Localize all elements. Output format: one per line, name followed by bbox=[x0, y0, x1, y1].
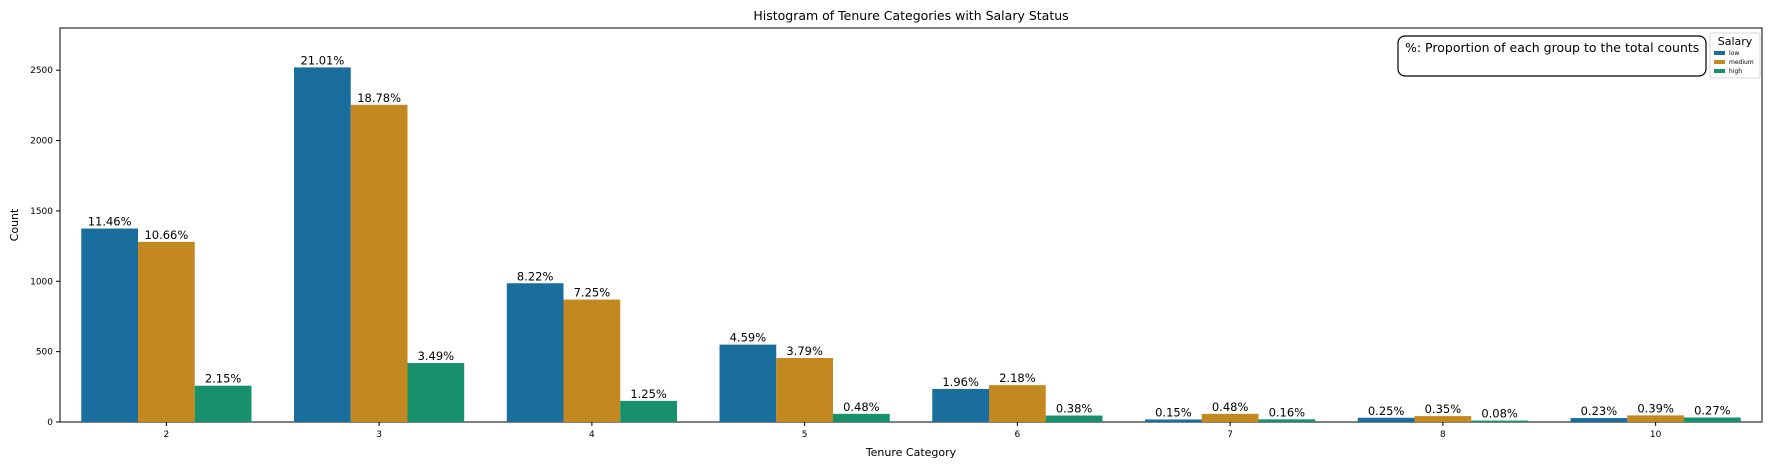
bar-low bbox=[506, 283, 564, 422]
bar-label: 1.25% bbox=[630, 387, 667, 401]
legend-frame bbox=[1709, 32, 1761, 79]
bar-label: 0.48% bbox=[1212, 400, 1249, 414]
bar-high bbox=[407, 363, 465, 422]
bars bbox=[81, 67, 1741, 423]
bar-medium bbox=[989, 385, 1046, 422]
bar-label: 8.22% bbox=[517, 269, 554, 283]
x-tick-label: 10 bbox=[1650, 430, 1662, 440]
bar-label: 11.46% bbox=[88, 215, 132, 229]
bar-label: 18.78% bbox=[357, 91, 401, 105]
legend: Salary low medium high bbox=[1709, 32, 1761, 79]
y-tick-label: 500 bbox=[36, 348, 53, 358]
bar-medium bbox=[1414, 416, 1472, 422]
bar-label: 0.48% bbox=[843, 400, 880, 414]
chart-title: Histogram of Tenure Categories with Sala… bbox=[753, 8, 1068, 23]
legend-swatch-high bbox=[1714, 69, 1725, 73]
bar-low bbox=[719, 344, 777, 422]
bar-label: 0.08% bbox=[1481, 407, 1518, 421]
x-tick-label: 4 bbox=[589, 430, 595, 440]
x-tick-label: 8 bbox=[1440, 430, 1446, 440]
bar-low bbox=[1570, 418, 1628, 422]
bar-high bbox=[194, 385, 252, 422]
legend-label-medium: medium bbox=[1729, 59, 1754, 66]
bar-label: 21.01% bbox=[300, 53, 344, 67]
bar-high bbox=[1471, 420, 1528, 422]
x-tick-label: 6 bbox=[1015, 430, 1021, 440]
bar-label: 0.16% bbox=[1269, 405, 1306, 419]
bar-label: 0.25% bbox=[1368, 404, 1405, 418]
legend-label-high: high bbox=[1729, 68, 1742, 75]
bar-label: 0.27% bbox=[1694, 403, 1731, 417]
annotation-box: %: Proportion of each group to the total… bbox=[1397, 35, 1707, 77]
bar-label: 4.59% bbox=[730, 331, 767, 345]
legend-items: low medium high bbox=[1714, 50, 1754, 75]
x-axis-label: Tenure Category bbox=[865, 446, 957, 459]
y-axis-label: Count bbox=[8, 208, 21, 241]
y-axis: 0 500 1000 1500 2000 2500 bbox=[30, 66, 60, 428]
bar-label: 1.96% bbox=[942, 375, 979, 389]
bar-medium bbox=[776, 357, 833, 422]
bar-label: 2.18% bbox=[999, 371, 1036, 385]
bar-low bbox=[81, 228, 139, 422]
y-tick-label: 1500 bbox=[30, 207, 53, 217]
bar-label: 0.15% bbox=[1155, 405, 1192, 419]
legend-swatch-low bbox=[1714, 51, 1725, 55]
bar-label: 7.25% bbox=[574, 286, 611, 300]
x-tick-label: 2 bbox=[164, 430, 170, 440]
bar-low bbox=[294, 67, 351, 423]
annotation-text: %: Proportion of each group to the total… bbox=[1405, 40, 1699, 55]
y-tick-label: 2000 bbox=[30, 137, 53, 147]
bar-label: 3.79% bbox=[786, 344, 823, 358]
bar-low bbox=[1145, 419, 1202, 422]
x-axis: 2 3 4 5 6 7 8 10 bbox=[164, 422, 1662, 440]
bar-label: 0.39% bbox=[1637, 401, 1674, 415]
legend-title: Salary bbox=[1718, 35, 1753, 48]
legend-label-low: low bbox=[1729, 50, 1739, 57]
bar-medium bbox=[1201, 413, 1259, 422]
annotation-frame bbox=[1397, 35, 1707, 77]
bar-high bbox=[1258, 419, 1316, 422]
y-tick-label: 0 bbox=[47, 418, 53, 428]
bar-low bbox=[932, 388, 990, 422]
bar-label: 3.49% bbox=[418, 349, 455, 363]
x-tick-label: 5 bbox=[802, 430, 808, 440]
y-tick-label: 1000 bbox=[30, 277, 53, 287]
bar-medium bbox=[350, 104, 408, 422]
plot-area: 0 500 1000 1500 2000 2500 2 3 4 5 6 7 8 10 11.46% 10.… bbox=[30, 27, 1763, 440]
bar-high bbox=[1683, 417, 1741, 422]
bar-label: 10.66% bbox=[144, 228, 188, 242]
bar-high bbox=[832, 413, 890, 422]
bar-label: 0.35% bbox=[1425, 402, 1462, 416]
plot-frame bbox=[59, 27, 1763, 423]
bar-labels: 11.46% 10.66% 2.15% 21.01% 18.78% 3.49% 8.22% 7… bbox=[88, 53, 1731, 420]
x-tick-label: 7 bbox=[1227, 430, 1233, 440]
bar-high bbox=[1045, 415, 1103, 422]
bar-medium bbox=[1627, 415, 1684, 422]
bar-medium bbox=[563, 299, 621, 422]
bar-label: 0.38% bbox=[1056, 402, 1093, 416]
bar-label: 0.23% bbox=[1581, 404, 1618, 418]
bar-high bbox=[620, 400, 677, 422]
bar-medium bbox=[138, 241, 195, 422]
y-tick-label: 2500 bbox=[30, 66, 53, 76]
legend-swatch-medium bbox=[1714, 60, 1725, 64]
bar-low bbox=[1357, 417, 1415, 422]
bar-label: 2.15% bbox=[205, 372, 242, 386]
x-tick-label: 3 bbox=[376, 430, 382, 440]
